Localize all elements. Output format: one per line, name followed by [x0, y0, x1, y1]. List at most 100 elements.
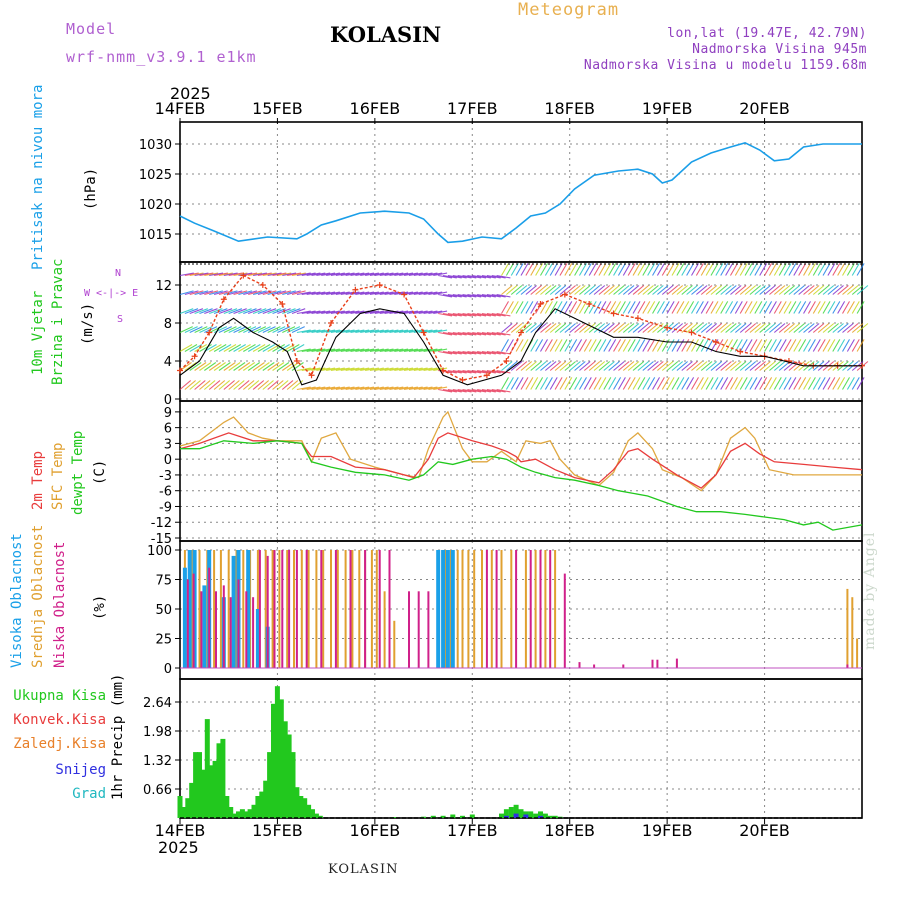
date-axis: 14FEB 15FEB 16FEB 17FEB 18FEB 19FEB 20FEB 14FEB… — [155, 99, 790, 840]
wind-barb — [442, 350, 457, 355]
wind-barb — [179, 380, 192, 390]
wind-barb — [744, 323, 757, 333]
wind-barb — [501, 301, 509, 314]
precip-total-bar — [274, 686, 280, 818]
wind-barb — [598, 377, 607, 390]
wind-barb — [330, 348, 345, 353]
wind-barb — [837, 377, 846, 390]
wind-barb — [715, 323, 727, 333]
wind-barb — [452, 274, 467, 279]
wind-barb — [608, 323, 620, 333]
wind-barb — [345, 272, 360, 277]
wind-barb — [345, 348, 360, 353]
wind-panel: 0 4 8 12 — [155, 261, 869, 408]
wind-barb — [569, 339, 578, 352]
wind-barb — [613, 339, 622, 352]
wind-barb — [842, 263, 850, 276]
wind-barb — [413, 329, 428, 334]
cloud-mid-bar — [213, 550, 216, 668]
wind-barb — [525, 285, 537, 295]
cloud-low-bar — [295, 550, 298, 668]
wind-barb — [510, 263, 519, 276]
wind-barb — [316, 291, 331, 296]
wind-barb — [691, 263, 699, 276]
wind-barb — [783, 377, 792, 390]
wind-barb — [345, 386, 360, 391]
y-tick-label: 0 — [164, 662, 172, 677]
precip-total-bar — [220, 738, 226, 818]
wind-barb — [759, 377, 768, 390]
wind-barb — [847, 323, 859, 333]
wind-barb — [652, 339, 660, 352]
wind-barb — [569, 301, 578, 314]
wind-barb — [505, 377, 514, 390]
wind-barb — [788, 377, 797, 390]
wind-barb — [199, 344, 212, 352]
wind-barb — [817, 285, 830, 295]
wind-barb — [223, 290, 238, 296]
cloud-mid-bar — [330, 550, 332, 668]
wind-gust-mark — [688, 329, 695, 336]
wind-barb — [218, 272, 233, 277]
wind-barb — [769, 361, 781, 371]
wind-barb — [199, 290, 214, 296]
wind-barb — [491, 293, 506, 298]
wind-barb — [520, 361, 533, 371]
wind-barb — [394, 329, 409, 334]
wind-barb — [856, 339, 865, 352]
wind-barb — [812, 301, 821, 314]
wind-barb — [549, 323, 562, 333]
wind-barb — [418, 367, 433, 372]
wind-barb — [287, 272, 302, 277]
wind-barb — [301, 329, 316, 334]
wind-barb — [540, 377, 548, 390]
wind-barb — [822, 285, 835, 295]
wind-barb — [360, 386, 375, 391]
wind-barb — [593, 263, 602, 276]
cloud-low-bar — [388, 550, 391, 668]
wind-barb — [846, 301, 855, 314]
wind-barb — [574, 361, 586, 371]
wind-barb — [681, 263, 690, 276]
wind-barb — [593, 323, 606, 333]
wind-barb — [491, 331, 506, 336]
wind-barb — [666, 301, 675, 314]
wind-barb — [832, 301, 841, 314]
wind-barb — [340, 272, 355, 277]
wind-barb — [618, 285, 630, 295]
wind-barb — [233, 344, 246, 352]
wind-barb — [501, 377, 509, 390]
wind-barb — [622, 301, 631, 314]
wind-barb — [510, 361, 523, 371]
wind-barb — [554, 339, 563, 352]
wind-gust-mark — [293, 358, 300, 364]
wind-barb — [637, 361, 649, 371]
wind-barb — [277, 290, 292, 296]
wind-barb — [477, 293, 491, 298]
wind-barb — [462, 369, 477, 374]
legend-konvek: Konvek.Kisa — [13, 712, 106, 728]
wind-barb — [403, 310, 418, 315]
cloud-mid-bar — [375, 550, 378, 668]
wind-barb — [681, 361, 693, 371]
wind-barb — [408, 291, 423, 296]
y-tick-label: 1.98 — [143, 725, 172, 740]
wind-barb — [788, 361, 801, 371]
wind-barb — [544, 377, 553, 390]
wind-barb — [788, 339, 797, 352]
wind-barb — [759, 361, 771, 371]
wind-barb — [496, 331, 511, 336]
cloud-low-bar — [578, 662, 581, 668]
wind-barb — [851, 377, 860, 390]
wind-barb — [510, 377, 519, 390]
wind-barb — [652, 361, 664, 371]
wind-barb — [438, 350, 453, 355]
cloud-high-bar — [450, 550, 455, 668]
wind-barb — [340, 310, 355, 315]
wind-barb — [486, 312, 501, 317]
cloud-low-bar — [281, 550, 284, 668]
wind-barb — [394, 310, 409, 315]
wind-barb — [418, 386, 433, 391]
wind-barb — [520, 339, 529, 352]
wind-barb — [291, 308, 306, 315]
